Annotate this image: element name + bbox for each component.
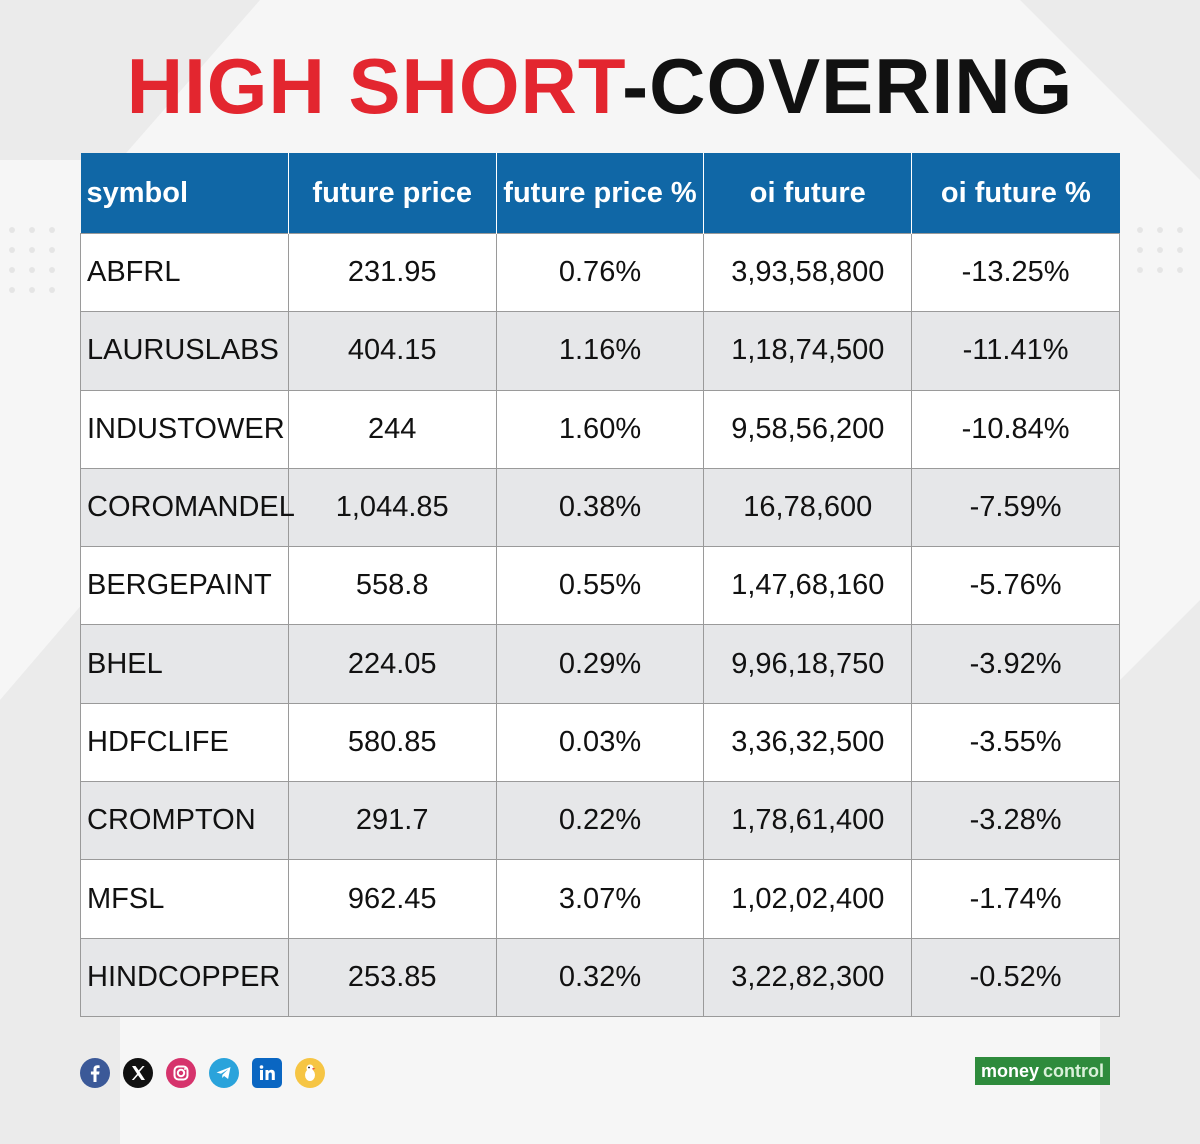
column-header-future-price-pct: future price % bbox=[496, 153, 705, 234]
cell-symbol: INDUSTOWER bbox=[80, 389, 289, 469]
moneycontrol-logo: money control bbox=[975, 1057, 1120, 1085]
cell-oi-future-pct: -13.25% bbox=[911, 232, 1120, 313]
cell-oi-future-pct: -1.74% bbox=[911, 859, 1120, 939]
cell-future-price: 962.45 bbox=[287, 859, 497, 939]
cell-future-price: 1,044.85 bbox=[287, 467, 497, 548]
instagram-icon[interactable] bbox=[166, 1058, 196, 1088]
page-title: HIGH SHORT-COVERING bbox=[0, 42, 1200, 130]
column-header-oi-future-pct: oi future % bbox=[911, 153, 1120, 234]
cell-oi-future-pct: -5.76% bbox=[911, 546, 1120, 626]
title-highlight: HIGH SHORT bbox=[126, 42, 623, 130]
cell-future-price-pct: 0.22% bbox=[495, 781, 705, 861]
cell-symbol: ABFRL bbox=[80, 232, 289, 313]
cell-future-price-pct: 0.76% bbox=[495, 232, 705, 313]
title-rest: -COVERING bbox=[622, 42, 1074, 130]
column-header-future-price: future price bbox=[288, 153, 497, 234]
cell-future-price: 231.95 bbox=[287, 232, 497, 313]
cell-oi-future: 16,78,600 bbox=[703, 467, 913, 548]
cell-oi-future: 3,93,58,800 bbox=[703, 232, 913, 313]
cell-oi-future-pct: -7.59% bbox=[911, 467, 1120, 548]
cell-oi-future: 9,96,18,750 bbox=[703, 624, 913, 704]
cell-symbol: BERGEPAINT bbox=[80, 546, 289, 626]
cell-future-price-pct: 1.60% bbox=[495, 389, 705, 469]
cell-oi-future: 1,02,02,400 bbox=[703, 859, 913, 939]
linkedin-icon[interactable] bbox=[252, 1058, 282, 1088]
cell-oi-future: 3,36,32,500 bbox=[703, 702, 913, 783]
x-icon[interactable] bbox=[123, 1058, 153, 1088]
cell-future-price: 404.15 bbox=[287, 311, 497, 391]
cell-oi-future-pct: -10.84% bbox=[911, 389, 1120, 469]
short-covering-table: symbol future price future price % oi fu… bbox=[80, 153, 1120, 1018]
cell-oi-future-pct: -3.92% bbox=[911, 624, 1120, 704]
table-row: INDUSTOWER 244 1.60% 9,58,56,200 -10.84% bbox=[80, 389, 1120, 469]
social-links bbox=[80, 1058, 325, 1088]
cell-future-price: 253.85 bbox=[287, 937, 497, 1018]
cell-future-price: 291.7 bbox=[287, 781, 497, 861]
cell-oi-future: 1,78,61,400 bbox=[703, 781, 913, 861]
cell-symbol: HDFCLIFE bbox=[80, 702, 289, 783]
koo-icon[interactable] bbox=[295, 1058, 325, 1088]
brand-money: money bbox=[975, 1057, 1043, 1085]
cell-oi-future-pct: -3.28% bbox=[911, 781, 1120, 861]
table-row: BERGEPAINT 558.8 0.55% 1,47,68,160 -5.76… bbox=[80, 546, 1120, 626]
cell-future-price-pct: 0.55% bbox=[495, 546, 705, 626]
cell-symbol: CROMPTON bbox=[80, 781, 289, 861]
cell-future-price: 224.05 bbox=[287, 624, 497, 704]
cell-future-price: 558.8 bbox=[287, 546, 497, 626]
cell-symbol: LAURUSLABS bbox=[80, 311, 289, 391]
table-row: ABFRL 231.95 0.76% 3,93,58,800 -13.25% bbox=[80, 232, 1120, 313]
cell-future-price-pct: 0.03% bbox=[495, 702, 705, 783]
cell-oi-future: 1,47,68,160 bbox=[703, 546, 913, 626]
column-header-oi-future: oi future bbox=[703, 153, 913, 234]
cell-future-price-pct: 0.32% bbox=[495, 937, 705, 1018]
table-row: HINDCOPPER 253.85 0.32% 3,22,82,300 -0.5… bbox=[80, 937, 1120, 1018]
cell-future-price-pct: 1.16% bbox=[495, 311, 705, 391]
telegram-icon[interactable] bbox=[209, 1058, 239, 1088]
cell-symbol: COROMANDEL bbox=[80, 467, 295, 548]
cell-symbol: BHEL bbox=[80, 624, 289, 704]
cell-future-price-pct: 0.38% bbox=[495, 467, 705, 548]
cell-future-price-pct: 3.07% bbox=[495, 859, 705, 939]
table-row: HDFCLIFE 580.85 0.03% 3,36,32,500 -3.55% bbox=[80, 702, 1120, 783]
facebook-icon[interactable] bbox=[80, 1058, 110, 1088]
cell-symbol: HINDCOPPER bbox=[80, 937, 289, 1018]
brand-control: control bbox=[1042, 1057, 1111, 1085]
table-row: COROMANDEL 1,044.85 0.38% 16,78,600 -7.5… bbox=[80, 467, 1120, 548]
cell-future-price-pct: 0.29% bbox=[495, 624, 705, 704]
cell-oi-future-pct: -11.41% bbox=[911, 311, 1120, 391]
cell-oi-future-pct: -3.55% bbox=[911, 702, 1120, 783]
table-header-row: symbol future price future price % oi fu… bbox=[80, 153, 1120, 234]
cell-symbol: MFSL bbox=[80, 859, 289, 939]
table-row: BHEL 224.05 0.29% 9,96,18,750 -3.92% bbox=[80, 624, 1120, 704]
cell-oi-future: 9,58,56,200 bbox=[703, 389, 913, 469]
cell-future-price: 244 bbox=[287, 389, 497, 469]
column-header-symbol: symbol bbox=[80, 153, 289, 234]
table-row: LAURUSLABS 404.15 1.16% 1,18,74,500 -11.… bbox=[80, 311, 1120, 391]
cell-oi-future: 1,18,74,500 bbox=[703, 311, 913, 391]
table-row: CROMPTON 291.7 0.22% 1,78,61,400 -3.28% bbox=[80, 781, 1120, 861]
table-row: MFSL 962.45 3.07% 1,02,02,400 -1.74% bbox=[80, 859, 1120, 939]
cell-future-price: 580.85 bbox=[287, 702, 497, 783]
cell-oi-future: 3,22,82,300 bbox=[703, 937, 913, 1018]
cell-oi-future-pct: -0.52% bbox=[911, 937, 1120, 1018]
